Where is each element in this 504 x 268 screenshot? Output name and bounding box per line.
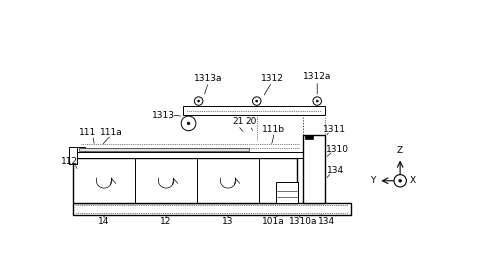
Text: 12: 12 xyxy=(160,217,172,226)
Text: 134: 134 xyxy=(327,166,344,175)
Text: 134: 134 xyxy=(318,217,335,226)
Text: Z: Z xyxy=(397,146,403,155)
Text: 1312: 1312 xyxy=(261,74,284,83)
Text: 1313a: 1313a xyxy=(195,74,223,83)
Text: 20: 20 xyxy=(245,117,256,126)
Circle shape xyxy=(394,175,406,187)
Bar xyxy=(77,151,303,158)
Circle shape xyxy=(198,100,200,102)
Circle shape xyxy=(187,122,190,125)
Text: 112: 112 xyxy=(60,157,78,166)
Text: 111: 111 xyxy=(79,128,96,137)
Text: 1312a: 1312a xyxy=(303,72,332,81)
Text: 13: 13 xyxy=(222,217,234,226)
Bar xyxy=(73,203,351,215)
Bar xyxy=(79,148,249,151)
Bar xyxy=(69,147,77,164)
Text: 1310: 1310 xyxy=(326,145,349,154)
Circle shape xyxy=(181,116,196,131)
Bar xyxy=(276,182,298,203)
Circle shape xyxy=(195,97,203,105)
Bar xyxy=(77,147,85,151)
Text: 14: 14 xyxy=(98,217,110,226)
Text: 1311: 1311 xyxy=(323,125,346,134)
Text: 21: 21 xyxy=(232,117,244,126)
Circle shape xyxy=(256,100,258,102)
Text: 1310a: 1310a xyxy=(289,217,318,226)
Circle shape xyxy=(316,100,318,102)
Text: X: X xyxy=(410,176,416,185)
Bar xyxy=(305,135,312,139)
Text: 111a: 111a xyxy=(100,128,123,137)
Bar xyxy=(183,106,325,115)
Text: 1313: 1313 xyxy=(152,111,175,120)
Text: 101a: 101a xyxy=(263,217,285,226)
Text: 111b: 111b xyxy=(262,125,285,134)
Text: Y: Y xyxy=(370,176,375,185)
Circle shape xyxy=(399,179,402,182)
Bar xyxy=(303,135,325,203)
Circle shape xyxy=(253,97,261,105)
Circle shape xyxy=(313,97,322,105)
Bar xyxy=(73,158,297,203)
